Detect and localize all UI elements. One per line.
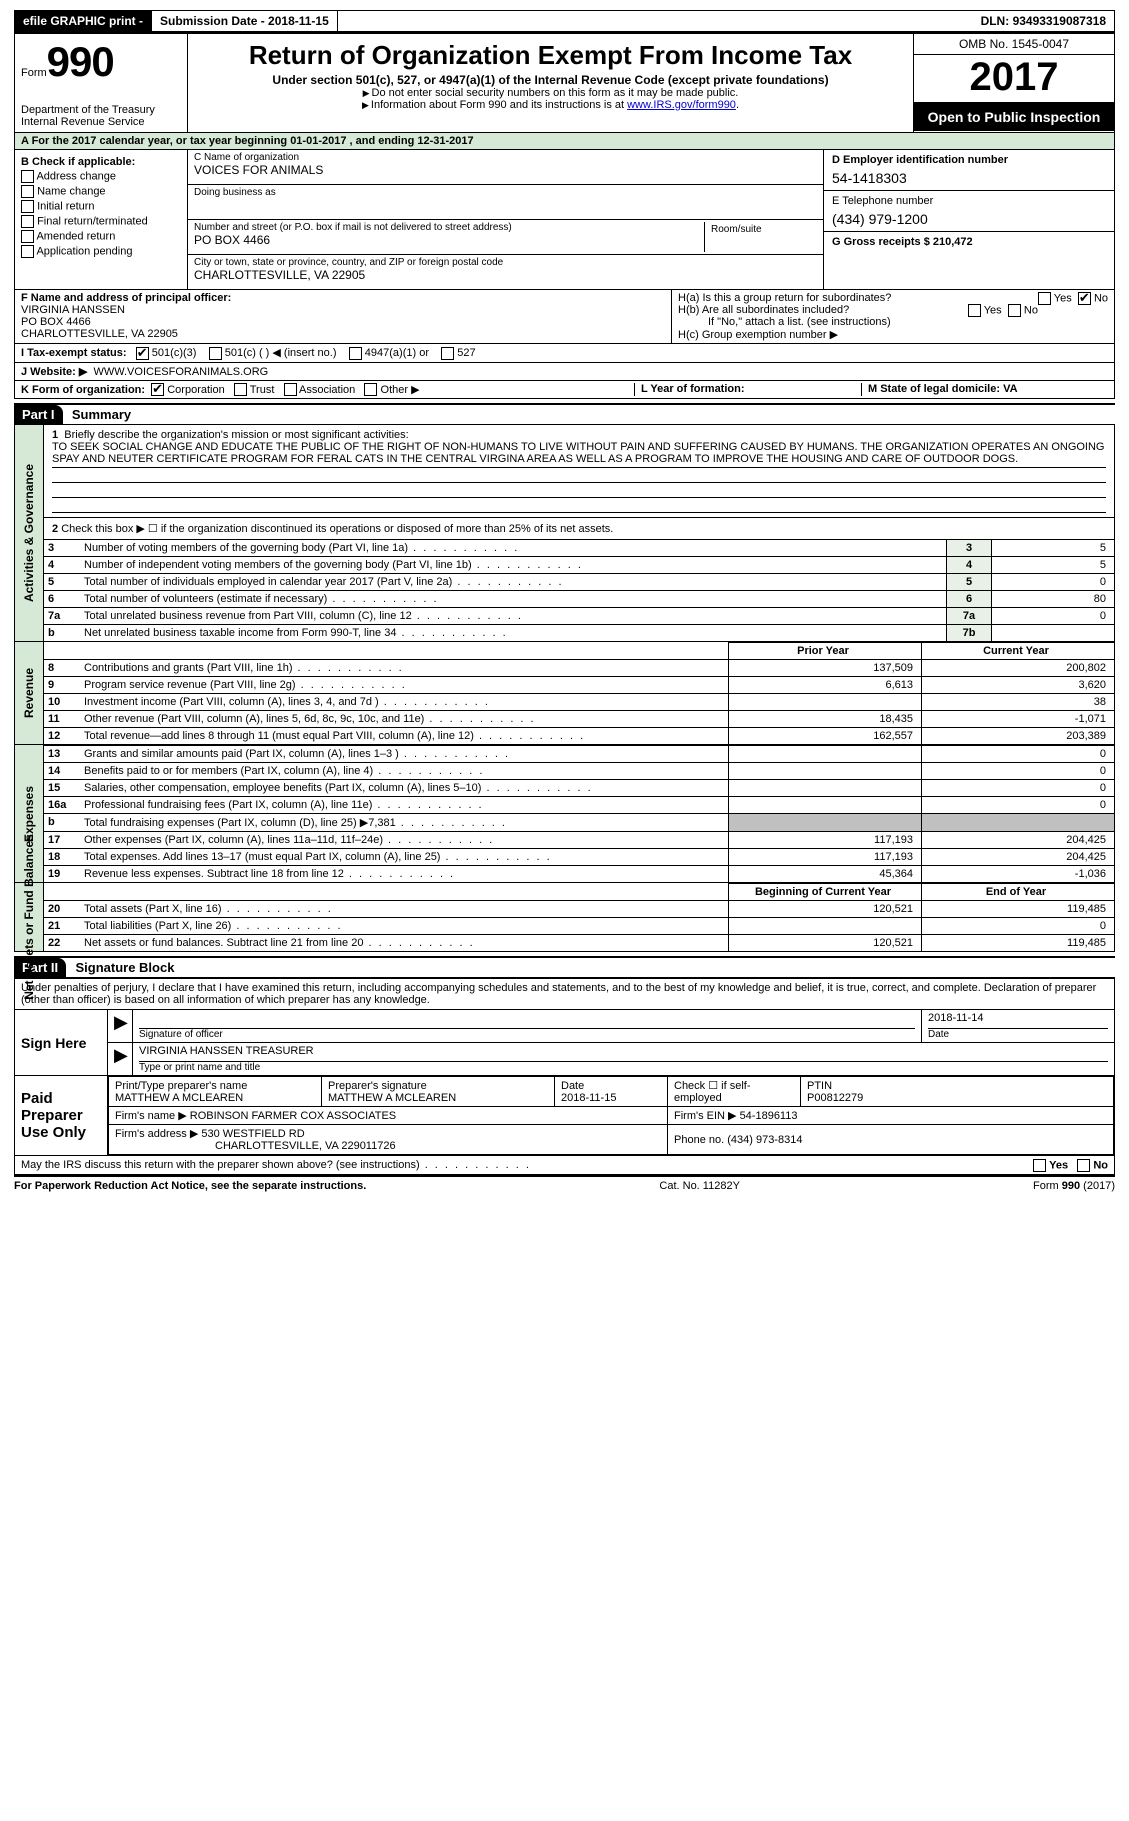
net-assets-table: Beginning of Current Year End of Year 20… <box>44 883 1114 951</box>
section-net-assets: Net Assets or Fund Balances Beginning of… <box>14 883 1115 952</box>
info-note: Information about Form 990 and its instr… <box>198 99 903 111</box>
table-row: 17Other expenses (Part IX, column (A), l… <box>44 832 1114 849</box>
form-subtitle: Under section 501(c), 527, or 4947(a)(1)… <box>198 73 903 87</box>
table-row: 10Investment income (Part VIII, column (… <box>44 694 1114 711</box>
header-right: OMB No. 1545-0047 2017 Open to Public In… <box>913 34 1114 132</box>
box-f: F Name and address of principal officer:… <box>15 290 672 343</box>
cb-initial-return[interactable]: Initial return <box>21 200 181 213</box>
cb-501c[interactable] <box>209 347 222 360</box>
officer-name-title: VIRGINIA HANSSEN TREASURER <box>139 1045 1108 1062</box>
table-row: bNet unrelated business taxable income f… <box>44 625 1114 642</box>
submission-date-cell: Submission Date - 2018-11-15 <box>152 11 338 31</box>
table-row: 21Total liabilities (Part X, line 26)0 <box>44 918 1114 935</box>
preparer-table: Print/Type preparer's nameMATTHEW A MCLE… <box>108 1076 1114 1155</box>
table-row: 8Contributions and grants (Part VIII, li… <box>44 660 1114 677</box>
table-row: 3Number of voting members of the governi… <box>44 540 1114 557</box>
irs-link[interactable]: www.IRS.gov/form990 <box>627 99 736 111</box>
entity-block: B Check if applicable: Address change Na… <box>14 150 1115 290</box>
form-990-page: efile GRAPHIC print - Submission Date - … <box>0 0 1129 1202</box>
table-row: 19Revenue less expenses. Subtract line 1… <box>44 866 1114 883</box>
cb-application-pending[interactable]: Application pending <box>21 245 181 258</box>
discuss-row: May the IRS discuss this return with the… <box>15 1155 1114 1174</box>
efile-badge: efile GRAPHIC print - <box>15 11 152 31</box>
page-footer: For Paperwork Reduction Act Notice, see … <box>14 1175 1115 1192</box>
box-c: C Name of organization VOICES FOR ANIMAL… <box>188 150 823 289</box>
open-to-public: Open to Public Inspection <box>914 103 1114 131</box>
table-row: bTotal fundraising expenses (Part IX, co… <box>44 814 1114 832</box>
row-f-h: F Name and address of principal officer:… <box>14 290 1115 344</box>
tax-year: 2017 <box>914 55 1114 103</box>
hb-no[interactable] <box>1008 304 1021 317</box>
table-row: 16aProfessional fundraising fees (Part I… <box>44 797 1114 814</box>
box-i: I Tax-exempt status: 501(c)(3) 501(c) ( … <box>14 344 1115 363</box>
omb-number: OMB No. 1545-0047 <box>914 34 1114 55</box>
box-j: J Website: ▶ WWW.VOICESFORANIMALS.ORG <box>14 363 1115 381</box>
cb-name-change[interactable]: Name change <box>21 185 181 198</box>
section-revenue: Revenue Prior Year Current Year 8Contrib… <box>14 642 1115 745</box>
top-bar: efile GRAPHIC print - Submission Date - … <box>14 10 1115 32</box>
ssn-note: Do not enter social security numbers on … <box>198 87 903 99</box>
dln-cell: DLN: 93493319087318 <box>973 11 1114 31</box>
discuss-no[interactable] <box>1077 1159 1090 1172</box>
box-d: D Employer identification number 54-1418… <box>823 150 1114 289</box>
table-row: 11Other revenue (Part VIII, column (A), … <box>44 711 1114 728</box>
ha-yes[interactable] <box>1038 292 1051 305</box>
cb-trust[interactable] <box>234 383 247 396</box>
gross-receipts: G Gross receipts $ 210,472 <box>824 232 1114 252</box>
cb-amended-return[interactable]: Amended return <box>21 230 181 243</box>
mission-block: 1 Briefly describe the organization's mi… <box>44 425 1114 517</box>
header-left: Form990 Department of the Treasury Inter… <box>15 34 188 132</box>
cb-address-change[interactable]: Address change <box>21 170 181 183</box>
discuss-yes[interactable] <box>1033 1159 1046 1172</box>
governance-table: 3Number of voting members of the governi… <box>44 539 1114 641</box>
table-row: 13Grants and similar amounts paid (Part … <box>44 746 1114 763</box>
city-state-zip: CHARLOTTESVILLE, VA 22905 <box>194 268 817 282</box>
box-k: K Form of organization: Corporation Trus… <box>14 381 1115 400</box>
revenue-table: Prior Year Current Year 8Contributions a… <box>44 642 1114 744</box>
cb-other[interactable] <box>364 383 377 396</box>
website: WWW.VOICESFORANIMALS.ORG <box>93 366 268 378</box>
table-row: 9Program service revenue (Part VIII, lin… <box>44 677 1114 694</box>
telephone: (434) 979-1200 <box>832 207 1106 227</box>
table-row: 12Total revenue—add lines 8 through 11 (… <box>44 728 1114 745</box>
box-b: B Check if applicable: Address change Na… <box>15 150 188 289</box>
table-row: 22Net assets or fund balances. Subtract … <box>44 935 1114 952</box>
cb-corporation[interactable] <box>151 383 164 396</box>
street: PO BOX 4466 <box>194 233 704 247</box>
cb-final-return[interactable]: Final return/terminated <box>21 215 181 228</box>
org-name: VOICES FOR ANIMALS <box>194 163 817 177</box>
line-a: A For the 2017 calendar year, or tax yea… <box>14 133 1115 150</box>
cb-association[interactable] <box>284 383 297 396</box>
section-expenses: Expenses 13Grants and similar amounts pa… <box>14 745 1115 883</box>
table-row: 4Number of independent voting members of… <box>44 557 1114 574</box>
table-row: 15Salaries, other compensation, employee… <box>44 780 1114 797</box>
table-row: 20Total assets (Part X, line 16)120,5211… <box>44 901 1114 918</box>
table-row: 7aTotal unrelated business revenue from … <box>44 608 1114 625</box>
hb-yes[interactable] <box>968 304 981 317</box>
officer-name: VIRGINIA HANSSEN <box>21 304 665 316</box>
cb-527[interactable] <box>441 347 454 360</box>
form-header: Form990 Department of the Treasury Inter… <box>14 32 1115 133</box>
ha-no[interactable] <box>1078 292 1091 305</box>
table-row: 18Total expenses. Add lines 13–17 (must … <box>44 849 1114 866</box>
cb-501c3[interactable] <box>136 347 149 360</box>
part-ii-header: Part II Signature Block <box>14 956 1115 977</box>
part-i-header: Part I Summary <box>14 403 1115 424</box>
expenses-table: 13Grants and similar amounts paid (Part … <box>44 745 1114 882</box>
table-row: 6Total number of volunteers (estimate if… <box>44 591 1114 608</box>
ein: 54-1418303 <box>832 166 1106 186</box>
box-h: H(a) Is this a group return for subordin… <box>672 290 1114 343</box>
mission-text: TO SEEK SOCIAL CHANGE AND EDUCATE THE PU… <box>52 441 1106 468</box>
dept-label: Department of the Treasury Internal Reve… <box>21 104 181 128</box>
table-row: 14Benefits paid to or for members (Part … <box>44 763 1114 780</box>
sign-here-label: Sign Here <box>15 1010 108 1075</box>
table-row: 5Total number of individuals employed in… <box>44 574 1114 591</box>
signature-block: Under penalties of perjury, I declare th… <box>14 977 1115 1175</box>
section-governance: Activities & Governance 1 Briefly descri… <box>14 424 1115 642</box>
form-title: Return of Organization Exempt From Incom… <box>198 40 903 71</box>
paid-preparer-label: Paid Preparer Use Only <box>15 1076 108 1155</box>
cb-4947[interactable] <box>349 347 362 360</box>
header-mid: Return of Organization Exempt From Incom… <box>188 34 913 132</box>
